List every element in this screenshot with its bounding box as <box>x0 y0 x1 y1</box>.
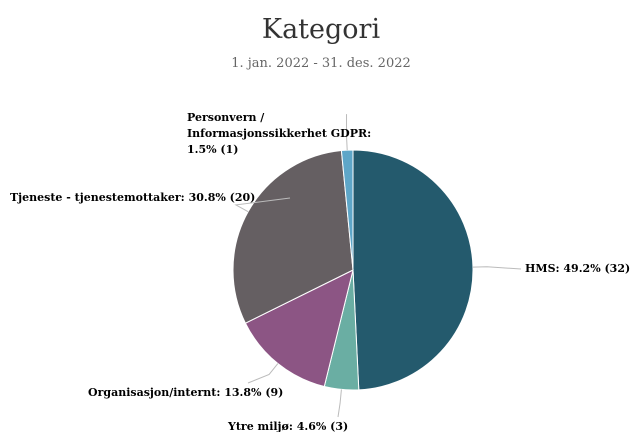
leader-line <box>247 363 279 384</box>
label-value: 30.8% (20) <box>189 191 256 204</box>
data-label: Personvern / Informasjonssikkerhet GDPR: … <box>187 111 375 156</box>
label-category: Informasjonssikkerhet GDPR <box>187 127 368 140</box>
label-category: Tjeneste - tjenestemottaker <box>10 191 181 204</box>
label-value: 1.5% (1) <box>187 143 238 156</box>
label-category: HMS <box>525 262 556 275</box>
label-separator: : <box>289 420 297 432</box>
label-value: 49.2% (32) <box>563 262 630 275</box>
data-label: Tjeneste - tjenestemottaker: 30.8% (20)T… <box>10 191 255 204</box>
label-category: Ytre miljø <box>227 420 290 432</box>
chart-subtitle: 1. jan. 2022 - 31. des. 2022 <box>231 56 411 71</box>
label-separator: : <box>367 127 375 140</box>
label-category: Personvern / <box>187 111 265 124</box>
label-category: Organisasjon/internt <box>88 386 217 399</box>
label-separator: : <box>181 191 189 204</box>
pie-slice <box>244 269 354 388</box>
leader-line <box>234 197 291 213</box>
chart-title: Kategori <box>262 14 381 45</box>
label-value: 4.6% (3) <box>297 420 348 432</box>
pie-slice <box>352 149 474 391</box>
leader-line <box>337 389 342 418</box>
leader-line <box>472 266 522 270</box>
label-value: 13.8% (9) <box>224 386 283 399</box>
data-label: HMS: 49.2% (32)HMS <box>525 262 630 275</box>
leader-line <box>346 114 348 151</box>
data-label: Organisasjon/internt: 13.8% (9)Organisas… <box>88 386 283 399</box>
label-separator: : <box>556 262 564 275</box>
label-separator: : <box>216 386 224 399</box>
data-label: Ytre miljø: 4.6% (3)Ytre miljø <box>227 420 348 432</box>
